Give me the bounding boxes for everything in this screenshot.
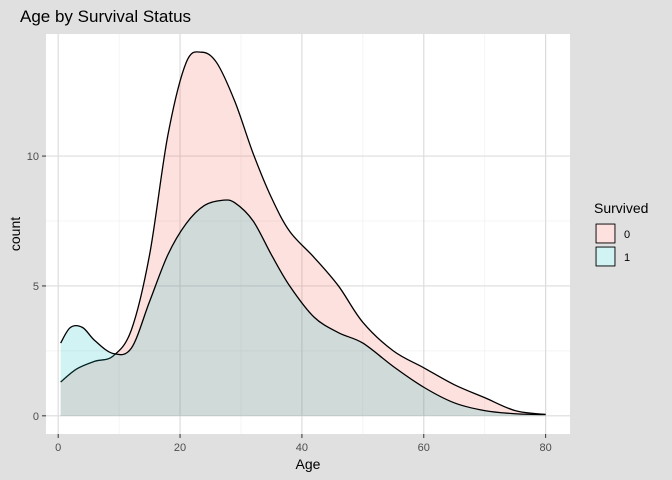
x-tick-label: 40	[296, 442, 308, 454]
density-line-survived-0	[60, 51, 546, 416]
x-axis-title: Age	[296, 456, 321, 472]
legend-key-survived-1	[595, 246, 616, 267]
y-axis: 0 5 10	[27, 151, 46, 423]
density-line-survived-1	[60, 199, 546, 416]
chart-title: Age by Survival Status	[20, 7, 191, 26]
legend: Survived 0 1	[594, 200, 648, 267]
x-tick-label: 20	[174, 442, 186, 454]
legend-title: Survived	[594, 200, 648, 216]
area-survived-0	[60, 51, 546, 416]
legend-key-bg	[595, 223, 616, 244]
x-tick-label: 80	[540, 442, 552, 454]
legend-label-survived-1: 1	[624, 252, 630, 264]
x-axis: 0 20 40 60 80	[55, 434, 552, 454]
y-axis-title: count	[7, 217, 23, 251]
legend-key-bg	[595, 246, 616, 267]
legend-key-survived-0	[595, 223, 616, 244]
density-areas	[60, 51, 546, 416]
y-tick-label: 5	[33, 281, 39, 293]
plot-panel	[46, 34, 570, 434]
x-tick-label: 60	[418, 442, 430, 454]
x-tick-label: 0	[55, 442, 61, 454]
y-tick-label: 10	[27, 151, 39, 163]
legend-label-survived-0: 0	[624, 229, 630, 241]
y-tick-label: 0	[33, 411, 39, 423]
area-survived-1	[60, 199, 546, 416]
